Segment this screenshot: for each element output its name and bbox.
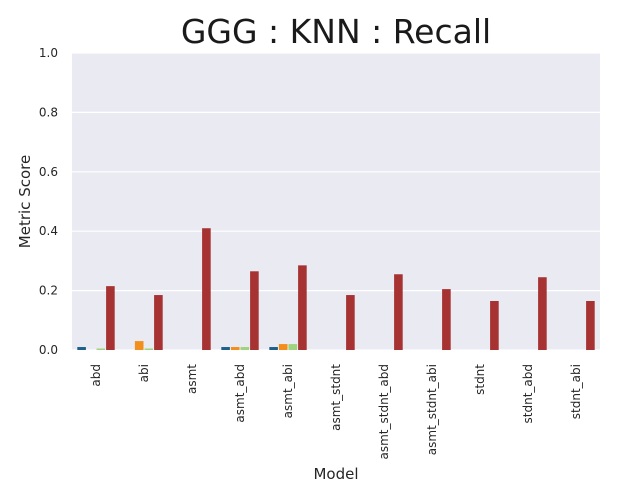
bar-asmt_abi-s2 bbox=[278, 344, 288, 350]
x-tick-label: abd bbox=[89, 364, 103, 387]
x-tick-label: stdnt_abi bbox=[569, 364, 583, 419]
bar-asmt_abi-s3 bbox=[288, 344, 298, 350]
y-axis-label: Metric Score bbox=[16, 155, 34, 248]
bar-abi-s4 bbox=[154, 295, 163, 350]
y-tick-label: 1.0 bbox=[39, 46, 58, 60]
bar-asmt_abi-s4 bbox=[298, 265, 307, 350]
bar-asmt_abd-s3 bbox=[240, 347, 250, 350]
y-tick-label: 0.4 bbox=[39, 224, 58, 238]
y-tick-label: 0.8 bbox=[39, 105, 58, 119]
bar-asmt-s4 bbox=[202, 228, 211, 350]
bar-stdnt_abd-s4 bbox=[538, 277, 547, 350]
y-tick-label: 0.0 bbox=[39, 343, 58, 357]
x-axis-label: Model bbox=[313, 465, 358, 483]
bar-abd-s4 bbox=[106, 286, 115, 350]
bar-abi-s3 bbox=[144, 348, 154, 350]
bar-asmt_stdnt_abi-s4 bbox=[442, 289, 451, 350]
bar-asmt_stdnt_abd-s4 bbox=[394, 274, 403, 350]
y-tick-label: 0.6 bbox=[39, 165, 58, 179]
bar-abd-s3 bbox=[96, 348, 106, 350]
chart-title: GGG : KNN : Recall bbox=[180, 12, 492, 51]
bar-asmt_abd-s2 bbox=[230, 347, 240, 350]
x-tick-label: asmt bbox=[185, 364, 199, 394]
bar-asmt_stdnt-s4 bbox=[346, 295, 355, 350]
y-tick-label: 0.2 bbox=[39, 284, 58, 298]
bar-abi-s2 bbox=[134, 341, 144, 350]
bar-asmt_abd-s1 bbox=[221, 347, 230, 350]
bar-stdnt_abi-s4 bbox=[586, 300, 595, 350]
x-tick-label: asmt_stdnt_abd bbox=[377, 364, 391, 459]
bar-abd-s1 bbox=[77, 347, 86, 350]
x-tick-label: asmt_abd bbox=[233, 364, 247, 423]
x-tick-label: stdnt bbox=[473, 364, 487, 395]
bars bbox=[77, 228, 595, 350]
x-tick-label: asmt_abi bbox=[281, 364, 295, 418]
plot-area bbox=[72, 53, 600, 350]
x-tick-label: stdnt_abd bbox=[521, 364, 535, 423]
x-tick-label: asmt_stdnt bbox=[329, 364, 343, 431]
bar-stdnt-s4 bbox=[490, 300, 499, 350]
bar-asmt_abi-s1 bbox=[269, 347, 278, 350]
x-tick-label: abi bbox=[137, 364, 151, 382]
x-axis-ticks: abd abi asmt asmt_abd asmt_abi asmt_stdnt asmt… bbox=[89, 364, 583, 460]
x-tick-label: asmt_stdnt_abi bbox=[425, 364, 439, 455]
bar-asmt_abd-s4 bbox=[250, 271, 259, 350]
y-axis-ticks: 0.0 0.2 0.4 0.6 0.8 1.0 bbox=[39, 46, 58, 357]
